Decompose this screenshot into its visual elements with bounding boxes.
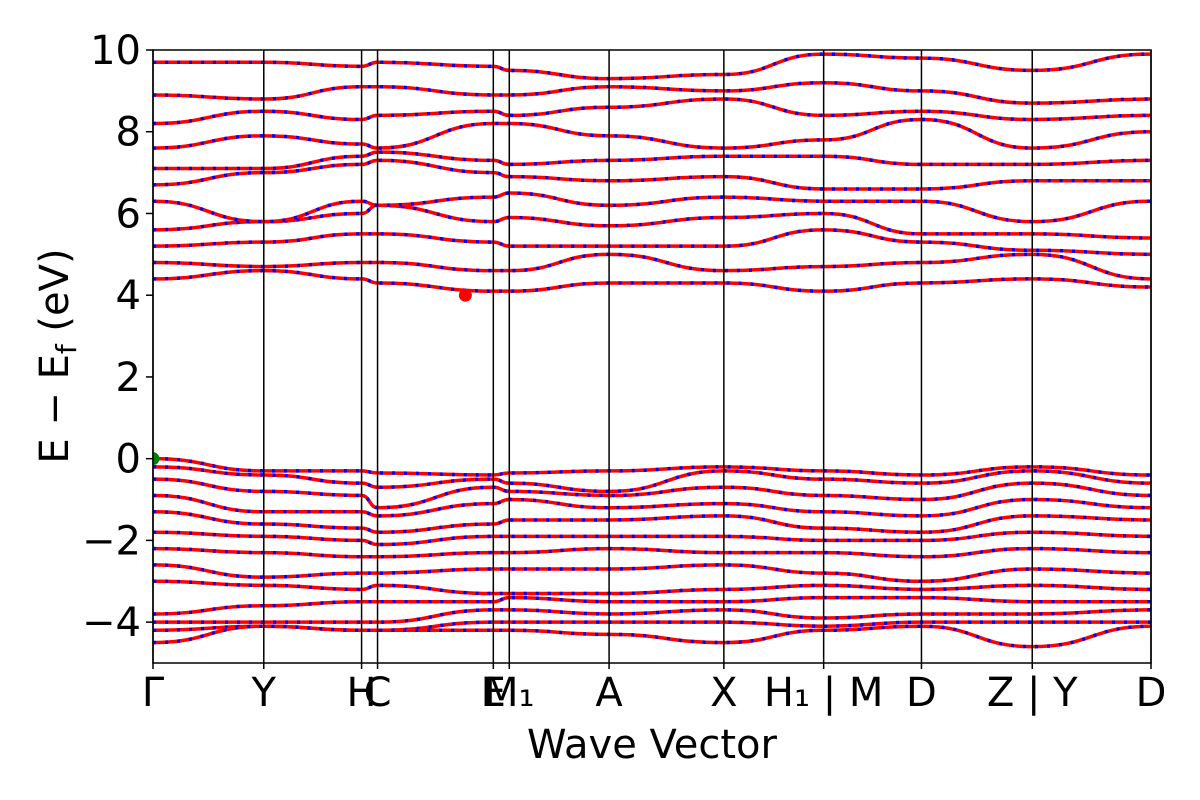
band-line-overlay-15 [153,252,1151,281]
plot-frame [152,49,1152,664]
band-line-overlay-14 [153,268,1151,293]
x-tick-label-8: X [710,670,737,716]
x-axis-ticks: Γ Y HC EM₁ A X H₁ | M D Z | Y D [142,663,1167,716]
band-line-24 [153,52,1151,81]
y-tick-label-1: −4 [82,600,141,646]
x-tick-label-1: Γ [142,670,165,716]
band-line-13 [153,624,1151,649]
x-tick-label-6: M₁ [484,670,535,716]
y-tick-label-4: 2 [116,355,141,401]
band-line-overlay-19 [153,158,1151,191]
band-line-21 [153,117,1151,150]
cbm-marker [458,288,472,302]
band-line-overlay-22 [153,97,1151,126]
band-line-overlay-6 [153,530,1151,547]
x-tick-label-4: C [364,670,392,716]
x-tick-label-3: H [347,670,377,716]
band-line-overlay-11 [153,608,1151,624]
x-tick-label-11: Z | Y [987,670,1078,716]
band-line-overlay-7 [153,546,1151,559]
x-tick-label-10: D [906,670,937,716]
y-axis-ticks: −4 −2 0 2 4 6 8 10 [82,28,153,646]
x-tick-label-12: D [1136,670,1167,716]
band-line-overlay-2 [153,465,1151,494]
band-line-20 [153,150,1151,171]
band-line-overlay-9 [153,579,1151,596]
band-line-10 [153,595,1151,616]
plot-area [153,50,1151,663]
y-tick-label-7: 8 [116,110,141,156]
band-line-4 [153,493,1151,518]
band-line-3 [153,477,1151,510]
x-tick-label-9: H₁ | M [764,670,884,716]
y-tick-label-3: 0 [116,437,141,483]
y-axis-title-main: E − E [32,354,78,464]
x-tick-label-2: Y [251,670,277,716]
band-line-overlay-5 [153,510,1151,534]
x-tick-label-5: E [481,670,506,716]
band-line-23 [153,80,1151,105]
vbm-marker [153,452,160,466]
band-line-overlay-16 [153,228,1151,257]
band-line-overlay-1 [153,456,1151,477]
y-tick-label-2: −2 [82,518,141,564]
x-axis-title: Wave Vector [527,722,778,768]
x-tick-label-7: A [595,670,623,716]
band-line-overlay-8 [153,563,1151,584]
y-axis-title-unit: (eV) [32,248,78,344]
band-line-17 [153,203,1151,240]
extrema-markers [153,288,472,466]
band-lines [153,52,1151,649]
y-axis-title: E − Ef (eV) [32,248,83,463]
y-tick-label-5: 4 [116,273,141,319]
y-tick-label-6: 6 [116,191,141,237]
y-axis-title-sub: f [50,343,83,354]
band-line-18 [153,191,1151,224]
y-tick-label-8: 10 [90,28,141,74]
